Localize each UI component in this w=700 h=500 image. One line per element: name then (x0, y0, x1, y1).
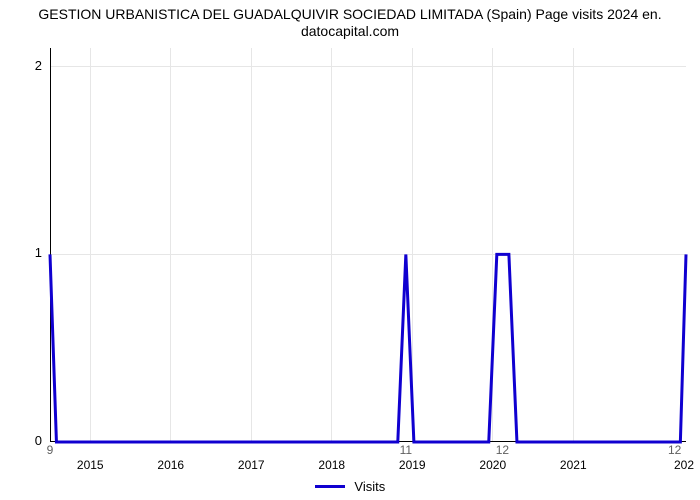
value-label: 12 (668, 443, 688, 457)
legend-label: Visits (354, 479, 385, 494)
value-label: 12 (487, 443, 517, 457)
y-tick-label: 2 (12, 58, 42, 73)
x-tick-label: 2019 (382, 458, 442, 472)
x-tick-label: 202 (674, 458, 698, 472)
series-line (50, 48, 686, 442)
value-label: 11 (391, 443, 421, 457)
y-tick-label: 1 (12, 245, 42, 260)
chart-title: GESTION URBANISTICA DEL GUADALQUIVIR SOC… (0, 6, 700, 40)
chart-title-line1: GESTION URBANISTICA DEL GUADALQUIVIR SOC… (38, 6, 661, 22)
legend: Visits (0, 478, 700, 494)
chart-title-line2: datocapital.com (301, 23, 399, 39)
x-tick-label: 2017 (221, 458, 281, 472)
x-tick-label: 2020 (463, 458, 523, 472)
legend-swatch (315, 485, 345, 488)
x-tick-label: 2021 (543, 458, 603, 472)
x-tick-label: 2015 (60, 458, 120, 472)
x-tick-label: 2016 (141, 458, 201, 472)
chart-container: { "title_line1": "GESTION URBANISTICA DE… (0, 0, 700, 500)
plot-area: 20152016201720182019202020212029111212 (50, 48, 686, 442)
y-tick-label: 0 (12, 433, 42, 448)
x-tick-label: 2018 (302, 458, 362, 472)
